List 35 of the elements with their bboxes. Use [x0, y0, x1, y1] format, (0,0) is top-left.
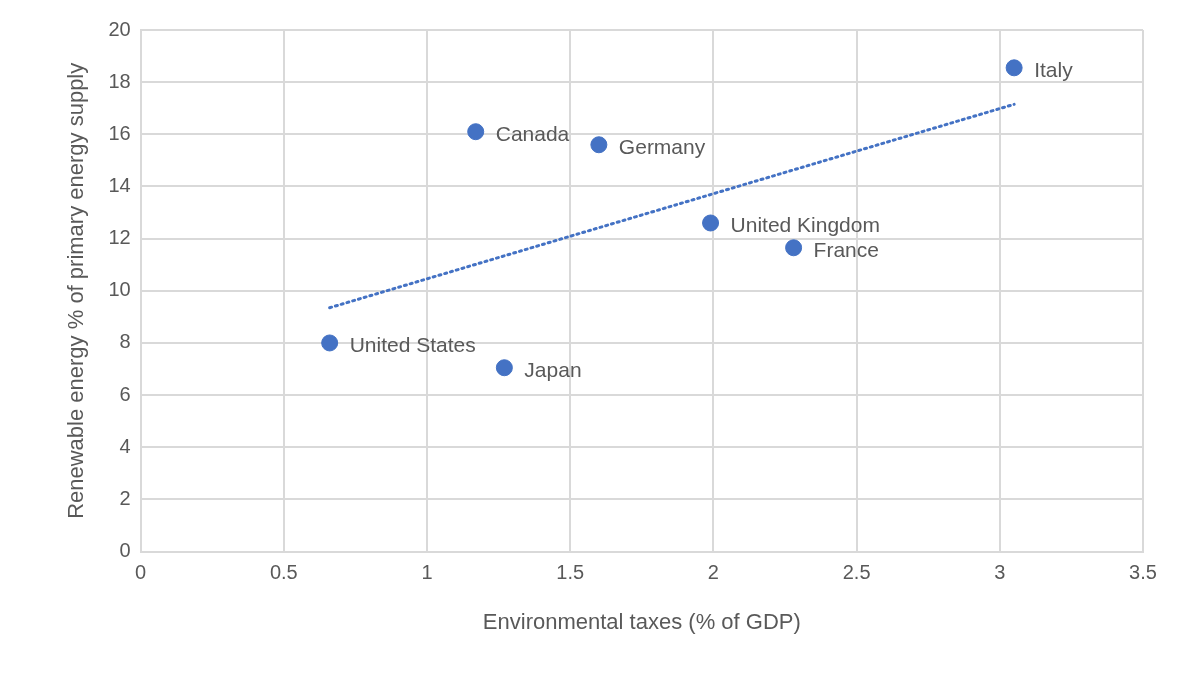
x-tick-label: 2.5	[842, 561, 871, 584]
series-label: United States	[349, 332, 476, 356]
y-tick-label: 18	[108, 69, 131, 92]
series-label: Germany	[618, 134, 706, 158]
point	[321, 334, 339, 352]
point	[702, 214, 720, 232]
series-label: Japan	[524, 357, 582, 381]
x-axis-title: Environmental taxes (% of GDP)	[482, 608, 801, 634]
x-tick-label: 1	[421, 561, 433, 584]
y-axis-title: Renewable energy % of primary energy supply	[63, 62, 89, 519]
y-tick-label: 16	[108, 121, 131, 144]
y-tick-label: 6	[119, 382, 131, 405]
point	[467, 123, 485, 141]
y-tick-label: 2	[119, 486, 131, 509]
y-tick-label: 10	[108, 278, 131, 301]
x-tick-label: 3	[994, 561, 1006, 584]
x-tick-label: 0.5	[269, 561, 298, 584]
x-tick-label: 3.5	[1129, 561, 1157, 584]
x-tick-label: 1.5	[556, 561, 585, 584]
series-label: Canada	[495, 121, 570, 145]
point	[495, 359, 513, 377]
y-tick-label: 20	[108, 17, 131, 40]
x-tick-label: 0	[135, 561, 147, 584]
series-label: France	[813, 237, 879, 261]
point	[785, 239, 803, 257]
y-tick-label: 14	[108, 174, 131, 196]
y-tick-label: 0	[119, 539, 131, 562]
series-label: United Kingdom	[730, 212, 880, 236]
x-tick-label: 2	[707, 561, 719, 584]
series-label: Italy	[1034, 57, 1074, 81]
y-tick-label: 4	[119, 434, 131, 457]
y-tick-label: 12	[108, 226, 131, 249]
point	[1005, 59, 1023, 77]
point	[590, 136, 608, 154]
y-tick-label: 8	[119, 330, 131, 353]
